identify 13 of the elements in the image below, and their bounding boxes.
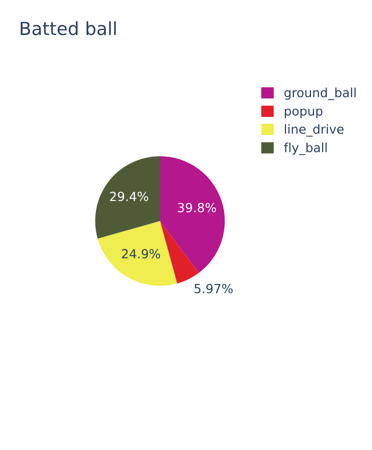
legend-label: ground_ball (284, 88, 356, 100)
pie-slice (160, 221, 199, 284)
legend-label: fly_ball (284, 142, 327, 156)
legend-label: popup (284, 108, 322, 118)
legend-label: line_drive (284, 124, 344, 137)
pie-slice (160, 156, 225, 273)
data-label: 5.97% (194, 284, 233, 294)
data-label: 24.9% (122, 249, 160, 258)
chart-title: Batted ball (20, 21, 116, 36)
pie-slice (98, 221, 178, 286)
pie-slice (95, 156, 160, 239)
data-label: 39.8% (178, 202, 216, 212)
data-label: 29.4% (110, 192, 148, 202)
